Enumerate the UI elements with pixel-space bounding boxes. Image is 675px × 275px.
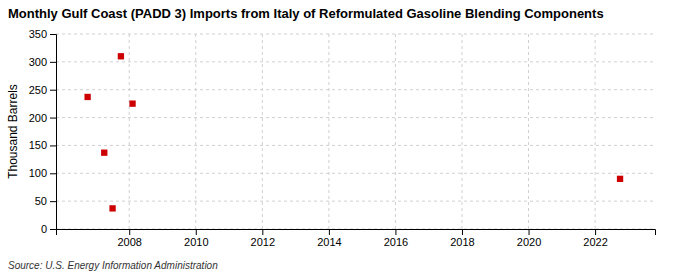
tick-label: 300 [29, 56, 47, 68]
tick: 0 [41, 223, 56, 235]
grid-line [461, 34, 462, 229]
tick-label: 0 [41, 223, 47, 235]
tick-mark [50, 62, 56, 63]
tick-label: 200 [29, 112, 47, 124]
tick-mark [595, 229, 596, 235]
tick: 2012 [251, 229, 275, 248]
grid-line [56, 145, 655, 146]
tick-label: 100 [29, 167, 47, 179]
axis-line [57, 230, 656, 236]
tick-mark [50, 173, 56, 174]
point [109, 205, 115, 211]
tick-mark [50, 118, 56, 119]
grid-line [56, 173, 655, 174]
grid-line [195, 34, 196, 229]
grid [56, 34, 655, 229]
points [84, 53, 623, 211]
grid-line [56, 61, 655, 62]
tick-mark [50, 34, 56, 35]
tick-label: 150 [29, 139, 47, 151]
grid-line [328, 34, 329, 229]
tick-mark [50, 201, 56, 202]
grid-line [56, 34, 655, 35]
point [84, 94, 90, 100]
tick: 2020 [517, 229, 541, 248]
tick: 2008 [117, 229, 141, 248]
grid-line [56, 117, 655, 118]
axis-line [50, 35, 57, 230]
grid-line [56, 201, 655, 202]
tick: 300 [29, 56, 56, 68]
tick-mark [395, 229, 396, 235]
title: Monthly Gulf Coast (PADD 3) Imports from… [8, 6, 604, 21]
tick: 2022 [583, 229, 607, 248]
point [101, 150, 107, 156]
grid-line [56, 89, 655, 90]
grid-line [129, 34, 130, 229]
tick-label: 2022 [583, 236, 607, 248]
tick-label: 2014 [317, 236, 341, 248]
point [118, 53, 124, 59]
tick: 2014 [317, 229, 341, 248]
point [129, 100, 135, 106]
tick-mark [529, 229, 530, 235]
tick-label: 2008 [117, 236, 141, 248]
point [617, 176, 623, 182]
tick: 50 [35, 195, 56, 207]
annotation: Source: U.S. Energy Information Administ… [8, 260, 218, 271]
tick-mark [50, 90, 56, 91]
tick-mark [50, 229, 56, 230]
tick: 250 [29, 84, 56, 96]
tick-label: 2010 [184, 236, 208, 248]
grid-line [595, 34, 596, 229]
tick: 150 [29, 139, 56, 151]
tick-label: 2020 [517, 236, 541, 248]
x-axis: 2008 2010 2012 2014 2016 2018 2020 2022 [57, 229, 656, 248]
tick-label: 350 [29, 28, 47, 40]
grid-line [262, 34, 263, 229]
tick-mark [462, 229, 463, 235]
y-axis-label: Thousand Barrels [6, 84, 20, 179]
tick-mark [50, 145, 56, 146]
tick-label: 2012 [251, 236, 275, 248]
y-axis: 0 50 100 150 200 250 300 350 [29, 28, 57, 235]
plot-area: 2008 2010 2012 2014 2016 2018 2020 2022 0 50 100 15… [29, 28, 656, 248]
grid-line [395, 34, 396, 229]
tick-mark [196, 229, 197, 235]
tick-label: 2016 [384, 236, 408, 248]
tick: 100 [29, 167, 56, 179]
grid-line [528, 34, 529, 229]
tick-mark [329, 229, 330, 235]
tick-mark [129, 229, 130, 235]
chart: 2008 2010 2012 2014 2016 2018 2020 2022 0 50 100 15… [0, 0, 675, 275]
tick: 350 [29, 28, 56, 40]
tick-label: 2018 [450, 236, 474, 248]
tick-label: 50 [35, 195, 47, 207]
tick: 200 [29, 112, 56, 124]
tick-mark [262, 229, 263, 235]
tick: 2016 [384, 229, 408, 248]
tick-label: 250 [29, 84, 47, 96]
tick: 2010 [184, 229, 208, 248]
tick: 2018 [450, 229, 474, 248]
